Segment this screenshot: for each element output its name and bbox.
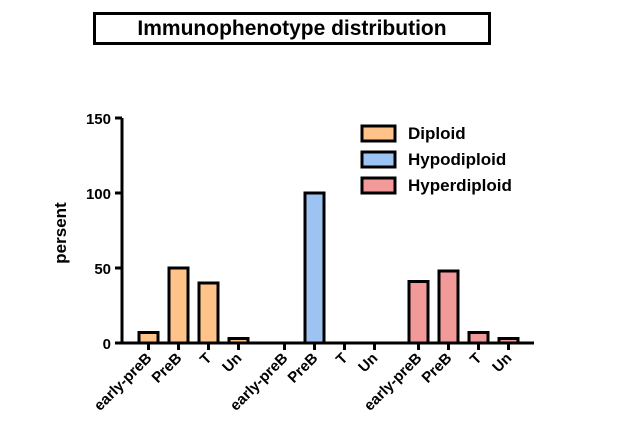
y-tick-label: 50 bbox=[94, 261, 111, 278]
x-tick-label: Un bbox=[219, 350, 245, 376]
bar bbox=[303, 191, 326, 345]
bar bbox=[467, 331, 490, 345]
bar bbox=[497, 337, 520, 345]
chart-title: Immunophenotype distribution bbox=[93, 12, 491, 45]
x-tick-label: Un bbox=[489, 350, 515, 376]
x-tick-label: PreB bbox=[419, 350, 456, 387]
legend-label: Hyperdiploid bbox=[408, 176, 512, 195]
bar bbox=[227, 337, 250, 345]
legend-swatch bbox=[360, 124, 397, 143]
bar bbox=[167, 266, 190, 345]
legend-swatch bbox=[360, 176, 397, 195]
legend-label: Diploid bbox=[408, 124, 466, 143]
y-axis-label: persent bbox=[51, 202, 70, 264]
x-tick-label: PreB bbox=[149, 350, 186, 387]
y-tick-label: 150 bbox=[86, 111, 111, 128]
bars bbox=[137, 191, 520, 345]
x-tick-label: PreB bbox=[285, 350, 322, 387]
bar bbox=[437, 269, 460, 345]
x-tick-label: T bbox=[333, 350, 352, 369]
y-tick-label: 0 bbox=[103, 336, 111, 353]
bar bbox=[197, 281, 220, 345]
axes: 0 50 100 150 persent bbox=[51, 111, 534, 353]
bar bbox=[407, 280, 430, 345]
x-tick-label: T bbox=[197, 350, 216, 369]
legend-swatch bbox=[360, 150, 397, 169]
x-tick-label: Un bbox=[355, 350, 381, 376]
legend-label: Hypodiploid bbox=[408, 150, 506, 169]
bar bbox=[137, 331, 160, 345]
y-tick-label: 100 bbox=[86, 186, 111, 203]
legend: Diploid Hypodiploid Hyperdiploid bbox=[360, 124, 512, 195]
x-tick-label: early-preB bbox=[91, 350, 156, 415]
x-tick-label: T bbox=[467, 350, 486, 369]
